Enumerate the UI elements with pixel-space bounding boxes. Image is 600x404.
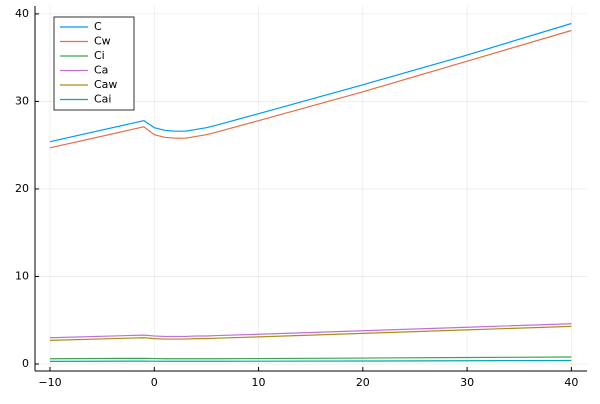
y-tick-label: 40 (15, 7, 29, 20)
x-tick-label: −10 (38, 376, 61, 389)
y-tick-label: 20 (15, 182, 29, 195)
x-tick-label: 40 (564, 376, 578, 389)
legend-label: Caw (94, 78, 117, 91)
legend-label: C (94, 20, 102, 33)
series-line (50, 356, 572, 360)
legend-label: Ca (94, 64, 108, 77)
y-tick-label: 30 (15, 94, 29, 107)
series-line (49, 29, 572, 149)
legend-label: Cw (94, 35, 111, 48)
legend-box (53, 16, 135, 111)
x-tick-label: 10 (252, 376, 266, 389)
series-line (49, 323, 572, 339)
x-tick-label: 30 (460, 376, 474, 389)
x-tick-label: 0 (151, 376, 158, 389)
series-line (49, 325, 572, 341)
y-tick-label: 10 (15, 269, 29, 282)
legend-label: Cai (94, 93, 111, 106)
legend-label: Ci (94, 49, 105, 62)
y-tick-label: 0 (22, 357, 29, 370)
series-line (50, 359, 572, 362)
x-tick-label: 20 (356, 376, 370, 389)
series-line (49, 22, 572, 143)
